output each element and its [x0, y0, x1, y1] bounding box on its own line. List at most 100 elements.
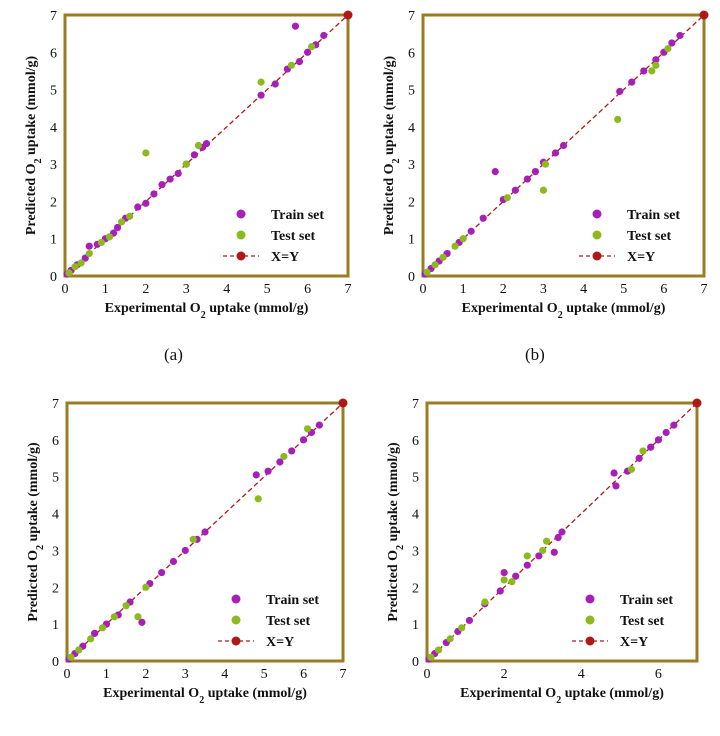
test-point — [664, 44, 672, 53]
train-point — [190, 151, 198, 159]
x-axis-label: Experimental O2 uptake (mmol/g) — [462, 301, 666, 321]
train-point — [535, 552, 543, 560]
test-point — [539, 186, 548, 194]
test-point — [431, 261, 439, 269]
test-point — [542, 537, 551, 545]
x-tick-label: 4 — [580, 282, 587, 297]
train-point — [612, 482, 620, 490]
y-tick-label: 1 — [412, 618, 419, 633]
train-point — [662, 428, 670, 437]
test-point — [126, 212, 134, 220]
legend-test-label: Test set — [620, 614, 665, 629]
xy-endpoint-marker — [343, 10, 353, 20]
legend-train-marker — [236, 209, 246, 219]
test-point — [508, 578, 516, 586]
x-tick-label: 3 — [540, 282, 547, 297]
train-point — [150, 190, 158, 198]
legend-xy-marker — [592, 251, 602, 261]
y-tick-label: 2 — [50, 195, 57, 210]
y-tick-label: 6 — [50, 46, 57, 61]
x-tick-label: 7 — [345, 282, 352, 297]
train-point — [465, 616, 474, 625]
train-point — [142, 199, 150, 207]
y-tick-label: 0 — [408, 270, 415, 285]
y-tick-label: 0 — [412, 655, 419, 670]
legend-test-marker — [585, 615, 595, 625]
train-point — [181, 546, 189, 555]
legend-xy-marker — [236, 251, 246, 261]
train-point — [652, 56, 660, 64]
train-point — [523, 175, 531, 183]
y-axis-label: Predicted O2 uptake (mmol/g) — [24, 56, 44, 236]
test-point — [639, 447, 647, 455]
xy-endpoint-marker — [692, 398, 702, 408]
y-tick-label: 0 — [50, 270, 57, 285]
legend-xy-label: X=Y — [266, 635, 294, 650]
y-tick-label: 4 — [412, 508, 419, 523]
x-axis-label: Experimental O2 uptake (mmol/g) — [105, 301, 309, 321]
y-tick-label: 1 — [50, 233, 57, 248]
train-point — [511, 186, 519, 194]
train-point — [554, 533, 562, 542]
chart-c: 0 1 2 3 4 5 6 7 0 1 2 3 4 5 6 7 Experimental O2 uptake (… — [26, 397, 348, 706]
test-point — [65, 269, 73, 277]
y-tick-label: 2 — [412, 581, 419, 596]
train-point — [559, 141, 568, 150]
train-point — [288, 447, 296, 455]
xy-endpoint-marker — [338, 398, 348, 408]
x-tick-label: 1 — [103, 667, 110, 682]
train-point — [252, 471, 260, 479]
y-tick-label: 7 — [408, 9, 415, 24]
chart-d: 0 1 2 3 4 5 6 7 0 2 4 6 Experimental O2 uptake (mmol… — [386, 397, 702, 706]
train-point — [676, 31, 684, 40]
x-tick-label: 5 — [620, 282, 627, 297]
y-tick-label: 6 — [408, 46, 415, 61]
train-point — [320, 31, 328, 40]
x-axis-label: Experimental O2 uptake (mmol/g) — [103, 686, 307, 706]
test-point — [434, 646, 443, 654]
test-point — [303, 425, 312, 433]
train-point — [467, 227, 475, 235]
test-point — [87, 635, 95, 643]
test-point — [257, 78, 265, 86]
y-axis-label: Predicted O2 uptake (mmol/g) — [382, 56, 402, 236]
train-point — [158, 181, 166, 189]
train-point — [303, 48, 312, 56]
test-point — [614, 115, 622, 123]
y-tick-label: 5 — [412, 471, 419, 486]
x-tick-label: 3 — [183, 282, 190, 297]
test-point — [98, 624, 107, 632]
y-tick-label: 5 — [50, 84, 57, 99]
y-tick-label: 0 — [52, 655, 59, 670]
test-point — [423, 268, 431, 276]
x-tick-label: 6 — [304, 282, 311, 297]
x-tick-label: 0 — [420, 282, 427, 297]
x-tick-label: 7 — [701, 282, 708, 297]
legend: Train set Test set X=Y — [572, 593, 673, 650]
x-tick-label: 7 — [340, 667, 347, 682]
train-point — [91, 629, 99, 637]
train-point — [496, 587, 504, 595]
train-point — [257, 91, 265, 99]
y-tick-label: 4 — [50, 121, 57, 136]
y-tick-label: 4 — [52, 508, 59, 523]
train-point — [479, 214, 487, 222]
test-point — [67, 653, 75, 661]
test-point — [85, 250, 93, 258]
y-tick-label: 3 — [412, 544, 419, 559]
train-point — [670, 421, 678, 429]
y-tick-label: 6 — [52, 434, 59, 449]
train-point — [551, 149, 560, 157]
x-tick-label: 6 — [660, 282, 667, 297]
panel-label-a: (a) — [164, 345, 183, 364]
test-point — [105, 233, 114, 241]
x-tick-label: 4 — [223, 282, 230, 297]
test-point — [189, 535, 197, 543]
x-tick-label: 1 — [102, 282, 109, 297]
test-point — [541, 160, 550, 168]
x-axis-label: Experimental O2 uptake (mmol/g) — [460, 686, 664, 706]
train-point — [531, 168, 540, 176]
legend-train-label: Train set — [266, 593, 319, 608]
test-point — [648, 67, 656, 75]
